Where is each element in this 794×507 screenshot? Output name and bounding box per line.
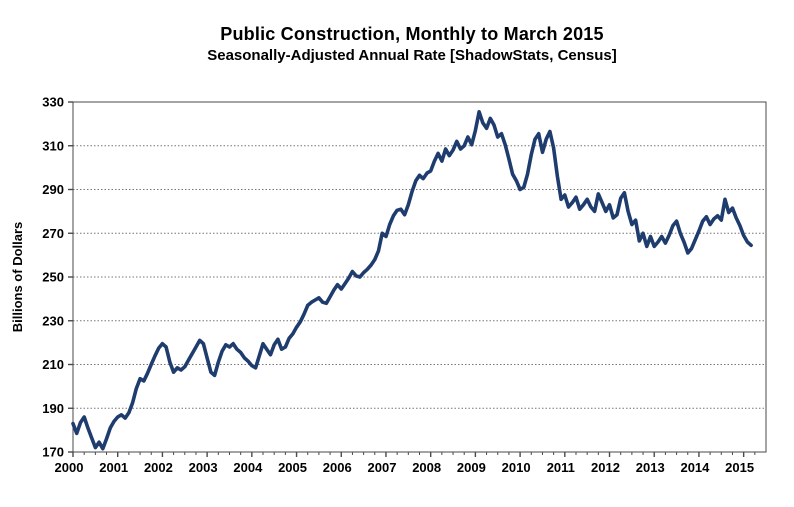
x-tick-label-2010: 2010 bbox=[502, 460, 531, 475]
data-line-public-construction bbox=[71, 110, 753, 451]
x-tick-label-2007: 2007 bbox=[368, 460, 397, 475]
x-tick-label-2001: 2001 bbox=[99, 460, 128, 475]
y-tick-label-230: 230 bbox=[42, 313, 64, 328]
y-tick-label-270: 270 bbox=[42, 226, 64, 241]
y-tick-label-330: 330 bbox=[42, 95, 64, 110]
x-tick-label-2012: 2012 bbox=[591, 460, 620, 475]
x-tick-label-2004: 2004 bbox=[233, 460, 263, 475]
y-tick-label-210: 210 bbox=[42, 357, 64, 372]
y-axis-tick-labels: 170 190 210 230 250 270 290 310 330 bbox=[42, 95, 64, 460]
y-axis-ticks bbox=[68, 101, 73, 453]
x-axis-tick-labels: 2000 2001 2002 2003 2004 2005 2006 2007 2008 2009… bbox=[55, 460, 755, 475]
y-tick-label-290: 290 bbox=[42, 182, 64, 197]
x-tick-label-2002: 2002 bbox=[144, 460, 173, 475]
x-tick-label-2009: 2009 bbox=[457, 460, 486, 475]
x-tick-label-2005: 2005 bbox=[278, 460, 307, 475]
y-tick-label-310: 310 bbox=[42, 138, 64, 153]
x-tick-label-2014: 2014 bbox=[680, 460, 710, 475]
x-tick-label-2008: 2008 bbox=[412, 460, 441, 475]
x-tick-label-2003: 2003 bbox=[189, 460, 218, 475]
chart-title: Public Construction, Monthly to March 20… bbox=[220, 24, 604, 44]
y-tick-label-190: 190 bbox=[42, 401, 64, 416]
y-axis-title: Billions of Dollars bbox=[10, 222, 25, 333]
x-tick-label-2006: 2006 bbox=[323, 460, 352, 475]
x-axis-ticks bbox=[72, 452, 756, 457]
y-tick-label-170: 170 bbox=[42, 445, 64, 460]
x-tick-label-2011: 2011 bbox=[547, 460, 575, 475]
x-tick-label-2015: 2015 bbox=[725, 460, 754, 475]
gridlines bbox=[73, 145, 766, 409]
chart-subtitle: Seasonally-Adjusted Annual Rate [ShadowS… bbox=[207, 47, 617, 64]
y-tick-label-250: 250 bbox=[42, 270, 64, 285]
x-tick-label-2000: 2000 bbox=[55, 460, 84, 475]
x-tick-label-2013: 2013 bbox=[636, 460, 665, 475]
